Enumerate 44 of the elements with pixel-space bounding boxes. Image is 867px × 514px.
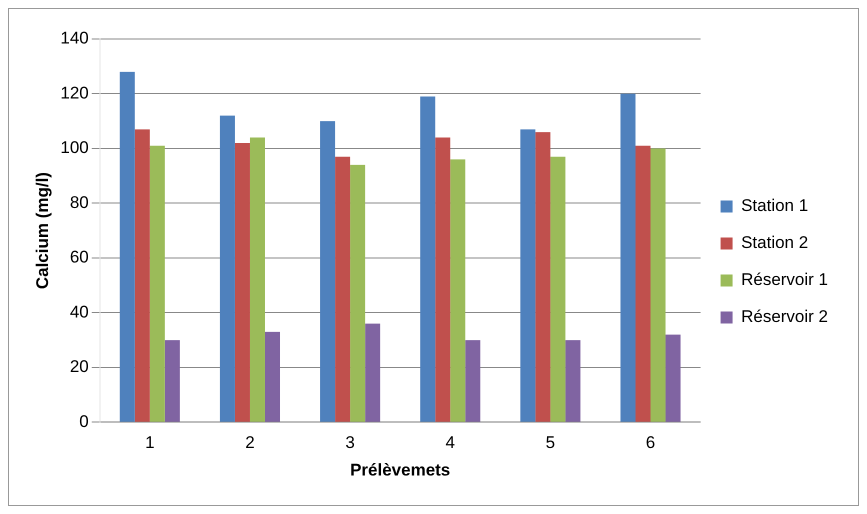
- y-tick-label: 80: [70, 192, 89, 212]
- bar: [420, 96, 436, 422]
- bar: [220, 116, 235, 422]
- bar: [550, 156, 566, 422]
- bar: [535, 132, 550, 422]
- x-tick-label: 6: [646, 433, 656, 452]
- bar: [120, 72, 135, 422]
- bar: [335, 156, 350, 422]
- bar: [365, 324, 380, 422]
- y-tick-label: 20: [70, 357, 89, 376]
- legend-label: Station 2: [741, 233, 808, 252]
- bar: [450, 159, 466, 422]
- bar: [465, 340, 480, 422]
- x-tick-label: 1: [145, 433, 155, 452]
- bar: [635, 146, 651, 422]
- bar: [234, 143, 250, 422]
- y-tick-label: 60: [70, 248, 89, 267]
- y-tick-label: 120: [60, 83, 89, 102]
- bar: [666, 334, 681, 422]
- x-tick-label: 5: [546, 433, 556, 452]
- x-axis-title: Prélèvemets: [350, 460, 450, 480]
- bar: [520, 129, 536, 422]
- legend-label: Station 1: [741, 196, 808, 216]
- bar: [164, 340, 180, 422]
- legend-label: Réservoir 1: [741, 270, 828, 290]
- bar: [250, 138, 265, 422]
- y-axis-title: Calcium (mg/l): [32, 172, 52, 290]
- x-tick-label: 2: [245, 433, 255, 452]
- y-tick-label: 0: [79, 412, 89, 431]
- x-tick-label: 3: [345, 433, 355, 452]
- y-tick-label: 100: [60, 138, 89, 158]
- bar: [150, 146, 165, 422]
- bar: [435, 138, 450, 422]
- bar: [620, 94, 636, 422]
- y-tick-label: 40: [70, 302, 89, 322]
- bar: [320, 121, 336, 422]
- bar: [650, 148, 666, 422]
- bar: [565, 340, 580, 422]
- x-tick-label: 4: [446, 433, 455, 452]
- y-tick-label: 140: [60, 28, 89, 48]
- bar: [264, 332, 280, 422]
- legend-label: Réservoir 2: [741, 307, 828, 326]
- bar: [350, 164, 366, 422]
- bar: [134, 129, 150, 422]
